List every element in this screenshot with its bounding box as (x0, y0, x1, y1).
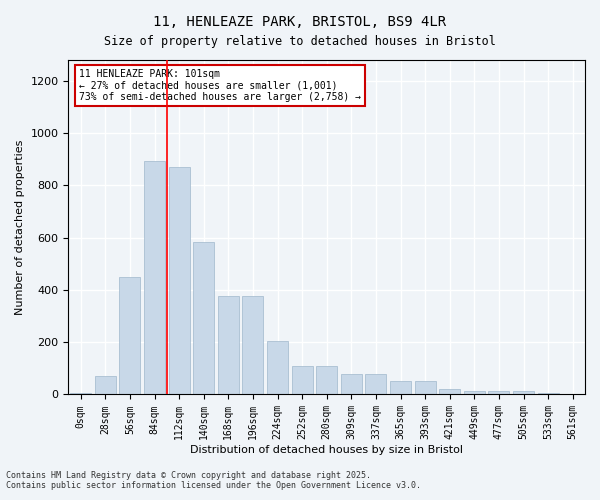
Y-axis label: Number of detached properties: Number of detached properties (15, 140, 25, 315)
Bar (95, 376, 116, 394)
Bar (316, 366, 337, 394)
Bar (169, 167, 190, 394)
Bar (513, 392, 534, 394)
Bar (341, 374, 362, 394)
Bar (119, 277, 140, 394)
Bar (488, 392, 509, 394)
X-axis label: Distribution of detached houses by size in Bristol: Distribution of detached houses by size … (190, 445, 463, 455)
Bar (267, 341, 288, 394)
Text: Contains HM Land Registry data © Crown copyright and database right 2025.
Contai: Contains HM Land Registry data © Crown c… (6, 470, 421, 490)
Bar (193, 242, 214, 394)
Bar (415, 382, 436, 394)
Text: Size of property relative to detached houses in Bristol: Size of property relative to detached ho… (104, 35, 496, 48)
Bar (242, 296, 263, 394)
Bar (390, 382, 411, 394)
Bar (439, 388, 460, 394)
Bar (292, 366, 313, 394)
Bar (144, 160, 165, 394)
Bar (70, 393, 91, 394)
Text: 11, HENLEAZE PARK, BRISTOL, BS9 4LR: 11, HENLEAZE PARK, BRISTOL, BS9 4LR (154, 15, 446, 29)
Text: 11 HENLEAZE PARK: 101sqm
← 27% of detached houses are smaller (1,001)
73% of sem: 11 HENLEAZE PARK: 101sqm ← 27% of detach… (79, 69, 361, 102)
Bar (538, 393, 559, 394)
Bar (218, 296, 239, 394)
Bar (464, 392, 485, 394)
Bar (365, 374, 386, 394)
